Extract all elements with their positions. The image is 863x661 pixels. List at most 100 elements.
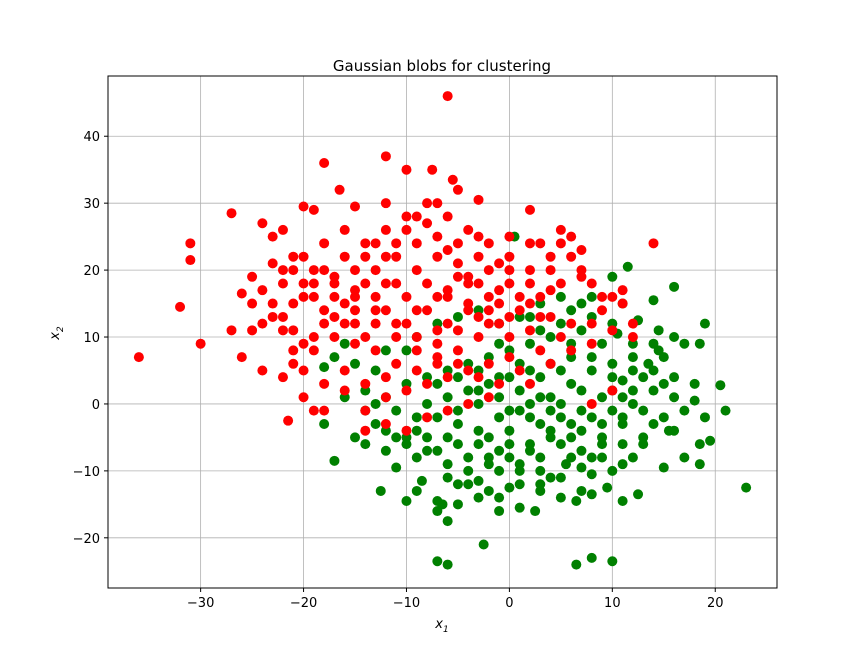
data-point	[494, 378, 505, 389]
data-point	[380, 372, 391, 383]
data-point	[298, 278, 309, 289]
data-point	[339, 338, 350, 349]
data-point	[555, 492, 566, 503]
data-point	[607, 291, 618, 302]
data-point	[473, 398, 484, 409]
data-point	[504, 439, 515, 450]
data-point	[247, 325, 258, 336]
data-point	[566, 432, 577, 443]
x-tick-label: 0	[505, 596, 513, 611]
data-point	[452, 311, 463, 322]
data-point	[602, 482, 613, 493]
data-point	[483, 318, 494, 329]
data-point	[545, 332, 556, 343]
data-point	[411, 305, 422, 316]
data-point	[576, 485, 587, 496]
data-point	[694, 439, 705, 450]
data-point	[494, 445, 505, 456]
data-point	[576, 245, 587, 256]
data-point	[689, 395, 700, 406]
data-point	[247, 271, 258, 282]
data-point	[339, 365, 350, 376]
y-ticks: −20 −10 0 10 20 30 40	[73, 130, 108, 547]
y-tick-label: 0	[92, 398, 100, 413]
data-point	[380, 151, 391, 162]
data-point	[257, 285, 268, 296]
data-point	[277, 224, 288, 235]
data-point	[535, 345, 546, 356]
data-point	[329, 311, 340, 322]
data-point	[442, 405, 453, 416]
data-point	[586, 278, 597, 289]
data-point	[555, 318, 566, 329]
data-point	[473, 231, 484, 242]
data-point	[504, 352, 515, 363]
data-point	[504, 265, 515, 276]
x-axis-label: x1	[434, 617, 448, 635]
data-point	[576, 325, 587, 336]
data-point	[473, 332, 484, 343]
data-point	[504, 278, 515, 289]
data-point	[555, 291, 566, 302]
data-point	[576, 271, 587, 282]
data-point	[319, 419, 330, 430]
points-layer	[133, 91, 752, 570]
data-point	[288, 298, 299, 309]
data-point	[638, 405, 649, 416]
data-point	[411, 238, 422, 249]
x-axis-label-sub: 1	[443, 625, 449, 635]
data-point	[195, 338, 206, 349]
data-point	[504, 452, 515, 463]
x-tick-label: −30	[187, 596, 214, 611]
data-point	[452, 405, 463, 416]
data-point	[452, 372, 463, 383]
data-point	[555, 412, 566, 423]
data-point	[524, 204, 535, 215]
x-tick-label: −10	[393, 596, 420, 611]
data-point	[370, 238, 381, 249]
data-point	[514, 465, 525, 476]
data-point	[277, 311, 288, 322]
data-point	[288, 358, 299, 369]
data-point	[494, 412, 505, 423]
data-point	[566, 231, 577, 242]
data-point	[524, 445, 535, 456]
data-point	[442, 372, 453, 383]
data-point	[432, 378, 443, 389]
y-tick-label: −10	[73, 465, 100, 480]
data-point	[442, 472, 453, 483]
data-point	[283, 415, 294, 426]
data-point	[535, 372, 546, 383]
data-point	[452, 419, 463, 430]
data-point	[463, 385, 474, 396]
data-point	[483, 485, 494, 496]
data-point	[442, 285, 453, 296]
data-point	[319, 265, 330, 276]
data-point	[699, 318, 710, 329]
data-point	[133, 352, 144, 363]
data-point	[586, 412, 597, 423]
data-point	[586, 365, 597, 376]
data-point	[648, 419, 659, 430]
data-point	[463, 224, 474, 235]
data-point	[298, 338, 309, 349]
data-point	[566, 305, 577, 316]
data-point	[288, 325, 299, 336]
data-point	[473, 278, 484, 289]
data-point	[524, 325, 535, 336]
data-point	[566, 345, 577, 356]
data-point	[442, 211, 453, 222]
data-point	[535, 419, 546, 430]
data-point	[452, 238, 463, 249]
data-point	[370, 305, 381, 316]
data-point	[494, 506, 505, 517]
data-point	[555, 224, 566, 235]
data-point	[473, 492, 484, 503]
data-point	[555, 365, 566, 376]
data-point	[185, 255, 196, 266]
data-point	[411, 452, 422, 463]
data-point	[483, 358, 494, 369]
data-point	[226, 208, 237, 219]
data-point	[452, 358, 463, 369]
data-point	[339, 318, 350, 329]
